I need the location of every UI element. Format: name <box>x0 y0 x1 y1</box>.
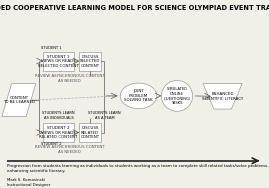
Text: REVIEW ASYNCHRONOUS CONTENT
AS NEEDED: REVIEW ASYNCHRONOUS CONTENT AS NEEDED <box>34 74 104 83</box>
Text: SIMULATED
ONLINE
QUESTIONING/
TASKS: SIMULATED ONLINE QUESTIONING/ TASKS <box>164 87 190 105</box>
Text: JOINT
PROBLEM
SOLVING TASK: JOINT PROBLEM SOLVING TASK <box>124 89 153 102</box>
FancyBboxPatch shape <box>43 123 74 142</box>
Text: STUDENT 2
VIEWS OR READS
RELATED CONTENT: STUDENT 2 VIEWS OR READS RELATED CONTENT <box>39 126 78 139</box>
Text: BLENDED COOPERATIVE LEARNING MODEL FOR SCIENCE OLYMPIAD EVENT TRAINING: BLENDED COOPERATIVE LEARNING MODEL FOR S… <box>0 5 269 11</box>
Text: STUDENTS LEARN
AS INDIVIDUALS: STUDENTS LEARN AS INDIVIDUALS <box>42 111 75 120</box>
Text: STUDENT 1: STUDENT 1 <box>41 46 62 50</box>
Text: Mark S. Komosinski
Instructional Designer
mkomosinski@rochester.net
(585) 215-64: Mark S. Komosinski Instructional Designe… <box>7 178 62 188</box>
Polygon shape <box>2 84 36 117</box>
Ellipse shape <box>161 80 193 111</box>
Text: STUDENT 1
VIEWS OR READS
SELECTED CONTENT: STUDENT 1 VIEWS OR READS SELECTED CONTEN… <box>38 55 79 68</box>
Text: STUDENTS LEARN
AS A TEAM: STUDENTS LEARN AS A TEAM <box>88 111 121 120</box>
Text: ENHANCED
SCIENTIFIC LITERACY: ENHANCED SCIENTIFIC LITERACY <box>202 92 243 101</box>
Text: Progression from students learning as individuals to students working as a team : Progression from students learning as in… <box>7 164 268 173</box>
Text: DISCUSS
RELATED
CONTENT: DISCUSS RELATED CONTENT <box>80 126 100 139</box>
FancyBboxPatch shape <box>79 123 101 142</box>
FancyBboxPatch shape <box>79 52 101 70</box>
FancyBboxPatch shape <box>43 52 74 70</box>
Text: DISCUSS
SELECTED
CONTENT: DISCUSS SELECTED CONTENT <box>80 55 100 68</box>
Text: REVIEW ASYNCHRONOUS CONTENT
AS NEEDED: REVIEW ASYNCHRONOUS CONTENT AS NEEDED <box>34 145 104 154</box>
Circle shape <box>120 83 157 109</box>
Text: STUDENT 2: STUDENT 2 <box>41 142 62 146</box>
Polygon shape <box>203 84 242 109</box>
Text: CONTENT
TO BE LEARNED: CONTENT TO BE LEARNED <box>3 96 35 104</box>
